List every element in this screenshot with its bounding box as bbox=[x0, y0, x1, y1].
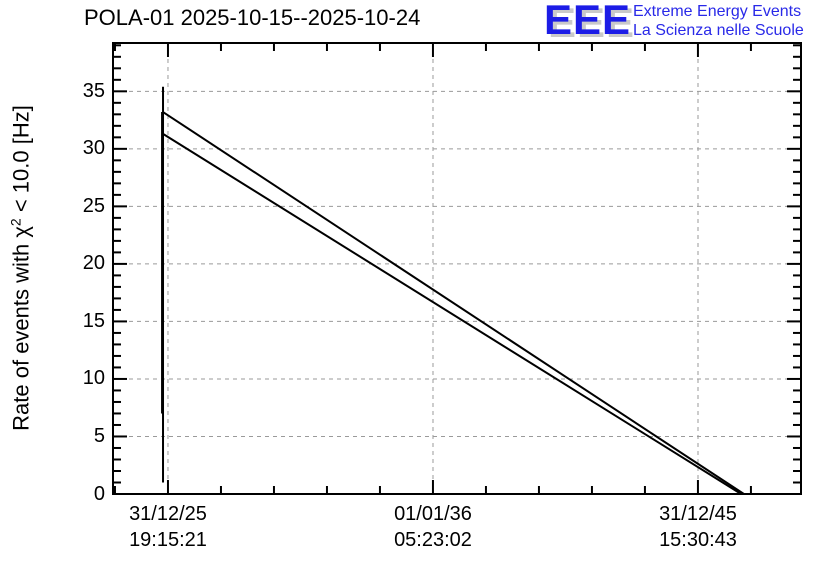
x-tick-date: 31/12/25 bbox=[129, 503, 207, 525]
y-tick-label-30: 30 bbox=[82, 137, 105, 159]
plot-frame bbox=[112, 42, 802, 495]
series-rate-line-lower bbox=[162, 133, 742, 495]
y-axis-label: Rate of events with χ2 < 10.0 [Hz] bbox=[7, 105, 34, 431]
eee-logo-text: EEE bbox=[544, 0, 632, 43]
eee-logo: EEE bbox=[544, 0, 632, 43]
eee-tagline-1: Extreme Energy Events bbox=[633, 3, 802, 20]
series-rate-line-upper bbox=[162, 111, 745, 495]
y-tick-label-35: 35 bbox=[82, 80, 105, 102]
plot-title: POLA-01 2025-10-15--2025-10-24 bbox=[84, 5, 421, 30]
y-tick-label-0: 0 bbox=[93, 483, 105, 505]
y-tick-label-25: 25 bbox=[82, 195, 105, 217]
y-tick-label-20: 20 bbox=[82, 252, 105, 274]
y-tick-label-15: 15 bbox=[82, 310, 105, 332]
chi-symbol: χ bbox=[8, 226, 34, 238]
x-tick-label-1: 31/12/25 19:15:21 bbox=[78, 501, 258, 553]
x-tick-label-2: 01/01/36 05:23:02 bbox=[343, 501, 523, 553]
eee-tagline-2: La Scienza nelle Scuole bbox=[633, 22, 804, 39]
eee-logo-taglines: Extreme Energy Events La Scienza nelle S… bbox=[633, 2, 804, 40]
x-tick-date: 01/01/36 bbox=[394, 503, 472, 525]
x-tick-date: 31/12/45 bbox=[659, 503, 737, 525]
x-tick-time: 19:15:21 bbox=[129, 529, 207, 551]
y-tick-label-5: 5 bbox=[93, 425, 105, 447]
y-tick-label-10: 10 bbox=[82, 367, 105, 389]
x-tick-time: 15:30:43 bbox=[659, 529, 737, 551]
x-tick-time: 05:23:02 bbox=[394, 529, 472, 551]
x-tick-label-3: 31/12/45 15:30:43 bbox=[608, 501, 788, 553]
